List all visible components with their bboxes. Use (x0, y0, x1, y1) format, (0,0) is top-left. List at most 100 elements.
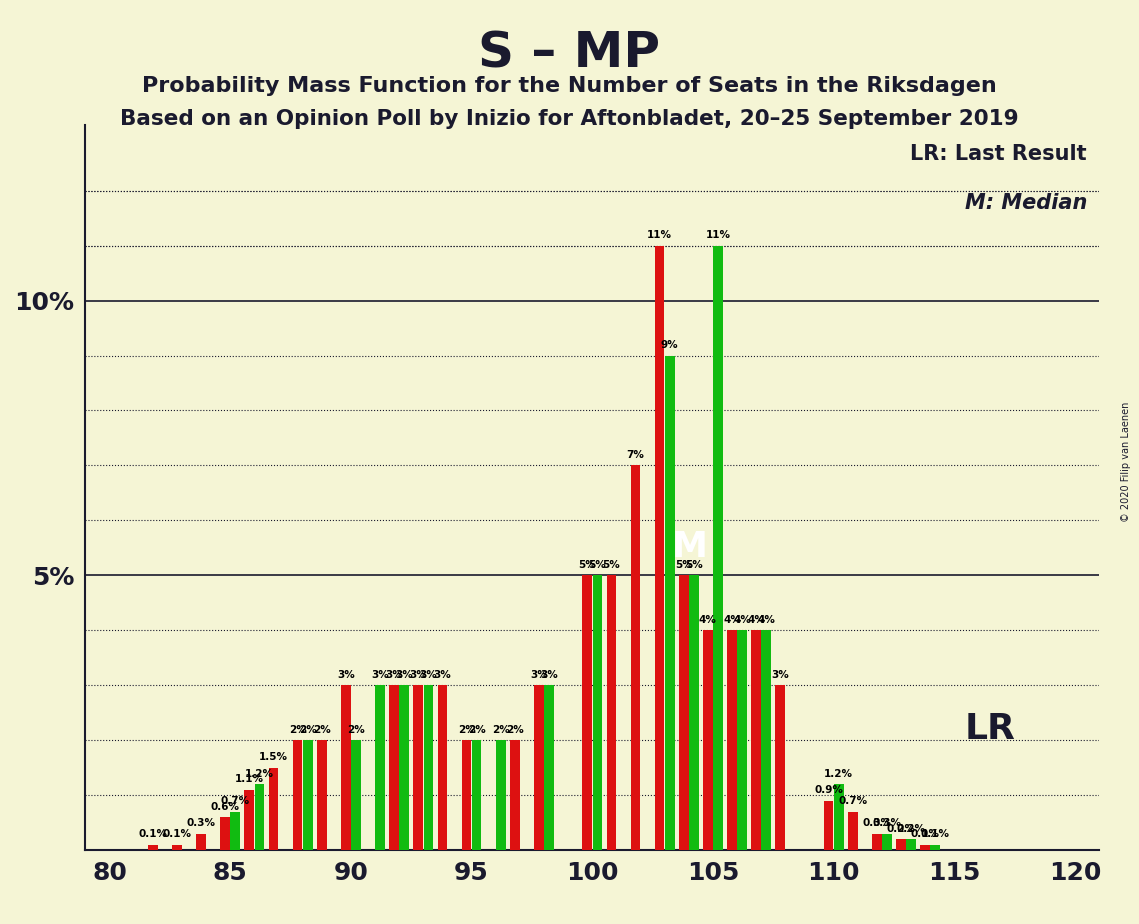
Bar (931, 845, 940, 850)
Bar (424, 686, 433, 850)
Text: 11%: 11% (705, 230, 730, 240)
Bar (762, 630, 771, 850)
Bar (148, 845, 157, 850)
Bar (872, 833, 882, 850)
Text: 3%: 3% (771, 670, 789, 680)
Text: 3%: 3% (434, 670, 451, 680)
Text: 0.3%: 0.3% (187, 818, 215, 828)
Text: © 2020 Filip van Laenen: © 2020 Filip van Laenen (1121, 402, 1131, 522)
Text: 3%: 3% (337, 670, 354, 680)
Text: 1.2%: 1.2% (245, 769, 274, 779)
Text: 3%: 3% (395, 670, 413, 680)
Text: LR: LR (965, 711, 1016, 746)
Text: 3%: 3% (530, 670, 548, 680)
Text: 0.1%: 0.1% (910, 829, 940, 839)
Text: 5%: 5% (685, 560, 703, 570)
Text: 2%: 2% (492, 724, 509, 735)
Text: 9%: 9% (661, 340, 679, 350)
Text: 5%: 5% (675, 560, 693, 570)
Bar (230, 811, 240, 850)
Bar (303, 740, 312, 850)
Bar (220, 817, 230, 850)
Bar (752, 630, 761, 850)
Bar (317, 740, 327, 850)
Text: 0.2%: 0.2% (896, 823, 926, 833)
Text: Probability Mass Function for the Number of Seats in the Riksdagen: Probability Mass Function for the Number… (142, 76, 997, 96)
Text: 1.1%: 1.1% (235, 774, 264, 784)
Bar (592, 576, 603, 850)
Text: 4%: 4% (757, 614, 776, 625)
Bar (607, 576, 616, 850)
Text: 5%: 5% (589, 560, 606, 570)
Text: 2%: 2% (506, 724, 524, 735)
Text: 11%: 11% (647, 230, 672, 240)
Bar (920, 845, 929, 850)
Bar (896, 839, 906, 850)
Text: 3%: 3% (540, 670, 558, 680)
Text: 0.1%: 0.1% (163, 829, 191, 839)
Text: 1.5%: 1.5% (259, 752, 288, 762)
Text: 4%: 4% (699, 614, 716, 625)
Bar (437, 686, 448, 850)
Bar (631, 466, 640, 850)
Bar (245, 790, 254, 850)
Text: 2%: 2% (458, 724, 475, 735)
Text: M: Median: M: Median (965, 193, 1087, 213)
Text: 2%: 2% (347, 724, 364, 735)
Text: 0.3%: 0.3% (862, 818, 892, 828)
Bar (737, 630, 747, 850)
Text: 5%: 5% (579, 560, 596, 570)
Bar (341, 686, 351, 850)
Bar (172, 845, 182, 850)
Text: M: M (672, 530, 708, 565)
Bar (882, 833, 892, 850)
Text: 0.9%: 0.9% (814, 785, 843, 796)
Bar (510, 740, 519, 850)
Bar (665, 356, 674, 850)
Text: 0.1%: 0.1% (138, 829, 167, 839)
Bar (413, 686, 423, 850)
Bar (400, 686, 409, 850)
Bar (472, 740, 482, 850)
Text: 2%: 2% (288, 724, 306, 735)
Bar (495, 740, 506, 850)
Bar (679, 576, 689, 850)
Text: 1.2%: 1.2% (825, 769, 853, 779)
Bar (727, 630, 737, 850)
Text: 3%: 3% (385, 670, 403, 680)
Bar (461, 740, 472, 850)
Text: 3%: 3% (409, 670, 427, 680)
Bar (351, 740, 361, 850)
Text: 0.1%: 0.1% (920, 829, 950, 839)
Bar (269, 768, 278, 850)
Bar (255, 784, 264, 850)
Text: LR: Last Result: LR: Last Result (910, 144, 1087, 164)
Bar (293, 740, 303, 850)
Bar (689, 576, 698, 850)
Bar (390, 686, 399, 850)
Bar (582, 576, 592, 850)
Bar (847, 811, 858, 850)
Text: 0.7%: 0.7% (838, 796, 867, 806)
Bar (713, 246, 723, 850)
Bar (776, 686, 785, 850)
Text: 2%: 2% (468, 724, 485, 735)
Text: 3%: 3% (371, 670, 390, 680)
Text: 0.7%: 0.7% (221, 796, 249, 806)
Text: 5%: 5% (603, 560, 621, 570)
Text: S – MP: S – MP (478, 30, 661, 78)
Text: 0.6%: 0.6% (211, 802, 239, 811)
Text: 7%: 7% (626, 450, 645, 460)
Bar (703, 630, 713, 850)
Bar (907, 839, 916, 850)
Text: 3%: 3% (419, 670, 437, 680)
Bar (823, 800, 834, 850)
Bar (655, 246, 664, 850)
Text: 4%: 4% (747, 614, 765, 625)
Text: 4%: 4% (723, 614, 741, 625)
Bar (375, 686, 385, 850)
Bar (534, 686, 543, 850)
Bar (196, 833, 206, 850)
Bar (544, 686, 554, 850)
Text: Based on an Opinion Poll by Inizio for Aftonbladet, 20–25 September 2019: Based on an Opinion Poll by Inizio for A… (121, 109, 1018, 129)
